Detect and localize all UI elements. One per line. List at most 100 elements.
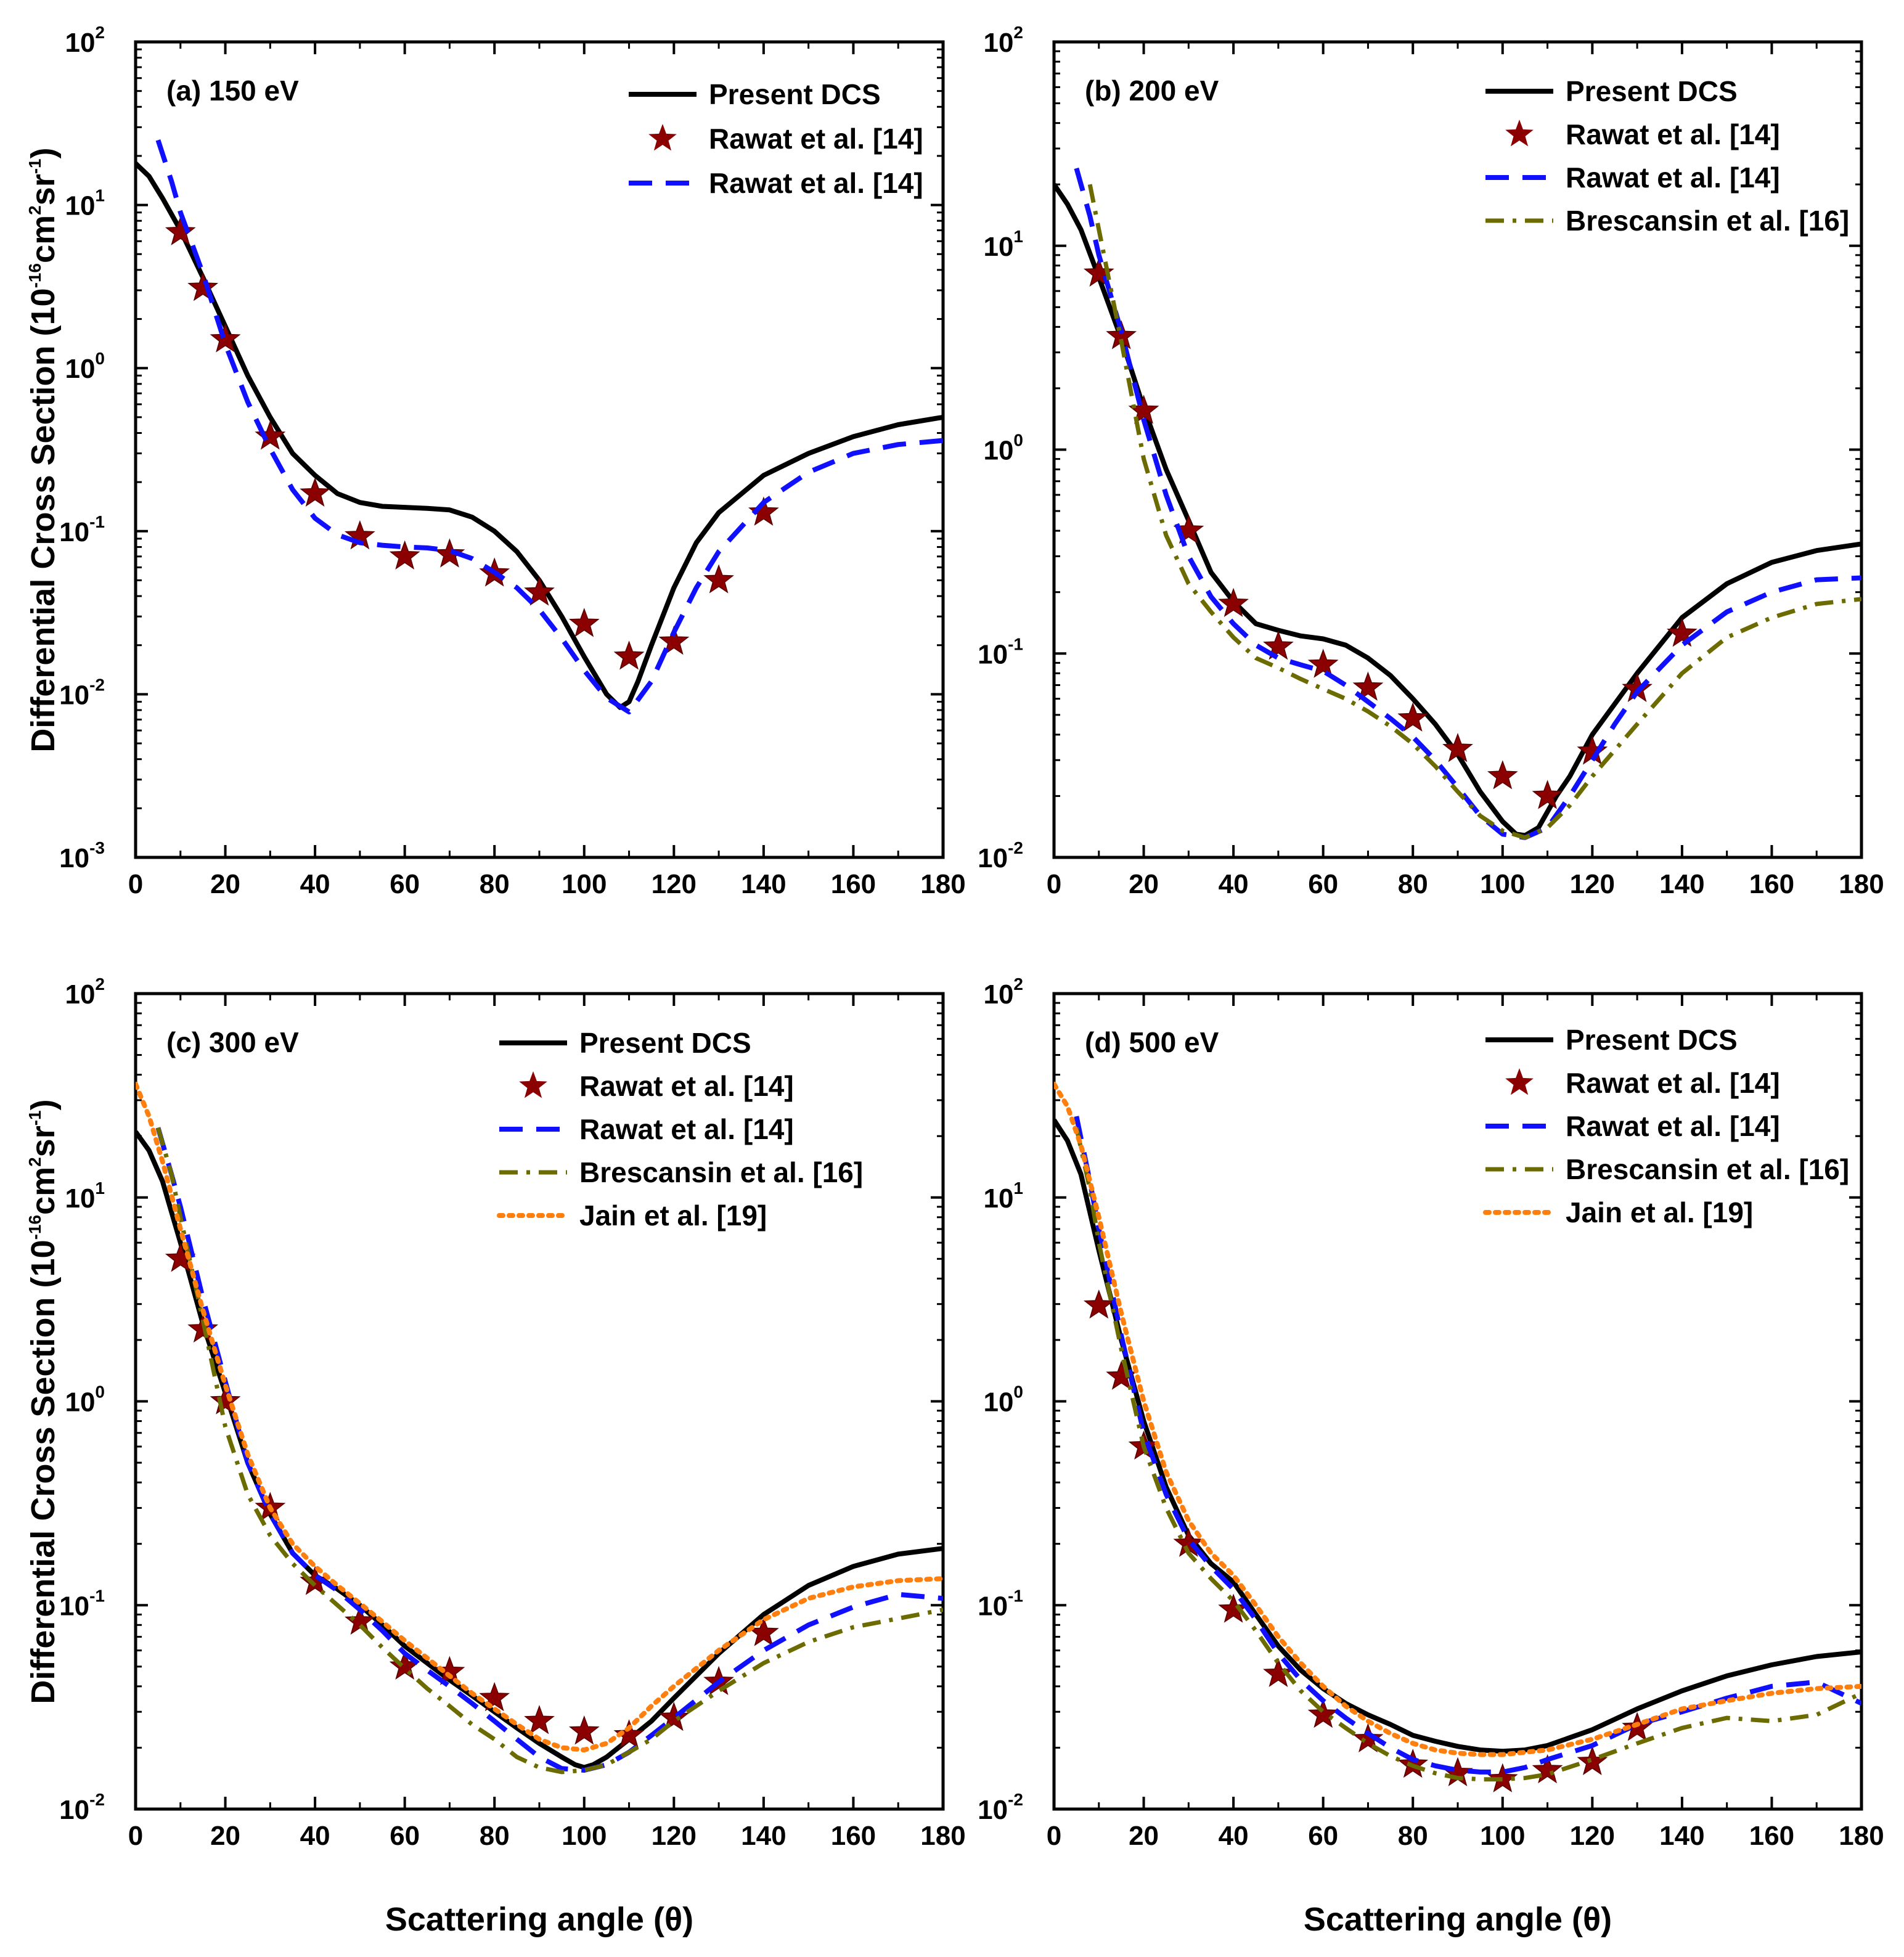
x-tick-label: 120	[1570, 869, 1615, 899]
x-tick-label: 0	[128, 1821, 143, 1851]
x-tick-label: 160	[1749, 869, 1794, 899]
legend-star-icon	[1505, 1068, 1534, 1095]
data-point-star	[1263, 631, 1294, 660]
y-tick-label: 102	[65, 974, 105, 1010]
x-tick-label: 180	[920, 869, 965, 899]
data-point-star	[210, 323, 241, 353]
data-point-star	[1352, 1723, 1384, 1752]
data-point-star	[187, 272, 219, 301]
data-point-star	[1667, 618, 1698, 647]
legend-star-icon	[519, 1071, 547, 1098]
y-tick-label: 100	[65, 349, 105, 384]
data-point-star	[1532, 780, 1563, 809]
x-tick-label: 160	[1749, 1821, 1794, 1851]
y-tick-label: 10-3	[59, 838, 105, 873]
data-point-star	[389, 540, 420, 570]
legend-label: Present DCS	[1566, 1024, 1738, 1056]
y-tick-label: 10-1	[59, 512, 105, 547]
panel-b: 0 20 40 60 80 100 120 140 160 180 10-2 10-1 100 101 10…	[978, 23, 1884, 899]
series-line-dashed	[155, 139, 943, 714]
plot-area	[136, 1081, 943, 1775]
x-tick-label: 160	[831, 1821, 876, 1851]
y-tick-label: 10-2	[978, 1790, 1023, 1825]
data-point-star	[524, 576, 555, 606]
legend-label: Rawat et al. [14]	[579, 1070, 794, 1102]
data-point-star	[1622, 672, 1653, 702]
x-axis-title-right: Scattering angle (θ)	[1304, 1901, 1612, 1938]
x-tick-label: 0	[1047, 1821, 1061, 1851]
x-tick-label: 60	[1308, 1821, 1338, 1851]
plot-frame	[134, 992, 945, 1811]
y-tick-label: 102	[65, 23, 105, 58]
x-tick-label: 120	[1570, 1821, 1615, 1851]
data-point-star	[210, 1385, 241, 1415]
plot-area	[1054, 1081, 1861, 1792]
data-point-star	[1442, 733, 1473, 762]
legend-label: Present DCS	[579, 1027, 751, 1059]
x-tick-label: 120	[652, 1821, 697, 1851]
x-tick-label: 100	[562, 1821, 607, 1851]
y-tick-label: 101	[65, 186, 105, 221]
y-tick-label: 10-1	[978, 634, 1023, 669]
data-point-star	[1487, 1763, 1518, 1792]
x-tick-label: 100	[1480, 869, 1525, 899]
series-line-solid	[136, 161, 943, 710]
series-line-solid	[136, 1130, 943, 1770]
y-tick-label: 10-2	[978, 838, 1023, 873]
x-tick-label: 20	[210, 1821, 240, 1851]
legend-label: Jain et al. [19]	[579, 1199, 767, 1232]
data-point-star	[300, 477, 330, 507]
x-tick-label: 160	[831, 869, 876, 899]
x-tick-label: 40	[300, 1821, 330, 1851]
data-point-star	[1307, 1698, 1339, 1728]
x-tick-label: 120	[652, 869, 697, 899]
data-point-star	[165, 216, 196, 246]
plot-area	[136, 139, 943, 714]
series-line-solid	[1054, 182, 1861, 838]
x-tick-label: 180	[920, 1821, 965, 1851]
data-point-star	[568, 608, 600, 637]
x-tick-label: 0	[128, 869, 143, 899]
y-tick-label: 102	[983, 23, 1023, 58]
x-tick-label: 80	[480, 1821, 510, 1851]
data-point-star	[434, 538, 465, 568]
x-tick-label: 0	[1047, 869, 1061, 899]
x-tick-label: 60	[390, 869, 420, 899]
data-point-star	[479, 1681, 510, 1712]
x-tick-label: 60	[1308, 869, 1338, 899]
x-tick-label: 140	[741, 869, 786, 899]
legend-label: Rawat et al. [14]	[1566, 1110, 1780, 1142]
series-line-dashdot	[1087, 184, 1861, 840]
y-tick-label: 100	[65, 1383, 105, 1418]
legend-label: Brescansin et al. [16]	[1566, 1153, 1849, 1185]
plot-area	[1054, 167, 1861, 840]
series-line-dotted	[1054, 1081, 1861, 1757]
y-tick-label: 10-1	[59, 1586, 105, 1621]
legend-star-icon	[648, 124, 677, 151]
data-point-star	[1577, 1746, 1608, 1775]
x-tick-label: 40	[1219, 869, 1249, 899]
y-tick-label: 101	[65, 1179, 105, 1214]
data-point-star	[658, 625, 690, 655]
data-point-star	[1397, 1748, 1429, 1778]
x-tick-label: 20	[1129, 1821, 1159, 1851]
series-line-dashdot	[156, 1127, 943, 1775]
x-tick-label: 20	[1129, 869, 1159, 899]
legend-label: Rawat et al. [14]	[1566, 118, 1780, 150]
legend-label: Rawat et al. [14]	[709, 123, 923, 155]
legend-label: Rawat et al. [14]	[709, 167, 923, 199]
panel-label: (d) 500 eV	[1085, 1026, 1219, 1058]
x-tick-label: 20	[210, 869, 240, 899]
panel-c: 0 20 40 60 80 100 120 140 160 180 10-2 10-1 100 101 10…	[59, 974, 966, 1851]
legend-label: Present DCS	[1566, 75, 1738, 107]
data-point-star	[568, 1715, 600, 1745]
x-tick-label: 80	[1398, 1821, 1428, 1851]
x-tick-label: 60	[390, 1821, 420, 1851]
data-point-star	[1532, 1754, 1563, 1784]
legend-label: Jain et al. [19]	[1566, 1196, 1753, 1228]
legend-label: Brescansin et al. [16]	[1566, 205, 1849, 237]
panel-d: 0 20 40 60 80 100 120 140 160 180 10-2 10-1 100 101 10…	[978, 974, 1884, 1851]
y-tick-label: 101	[983, 1179, 1023, 1214]
x-tick-label: 140	[741, 1821, 786, 1851]
